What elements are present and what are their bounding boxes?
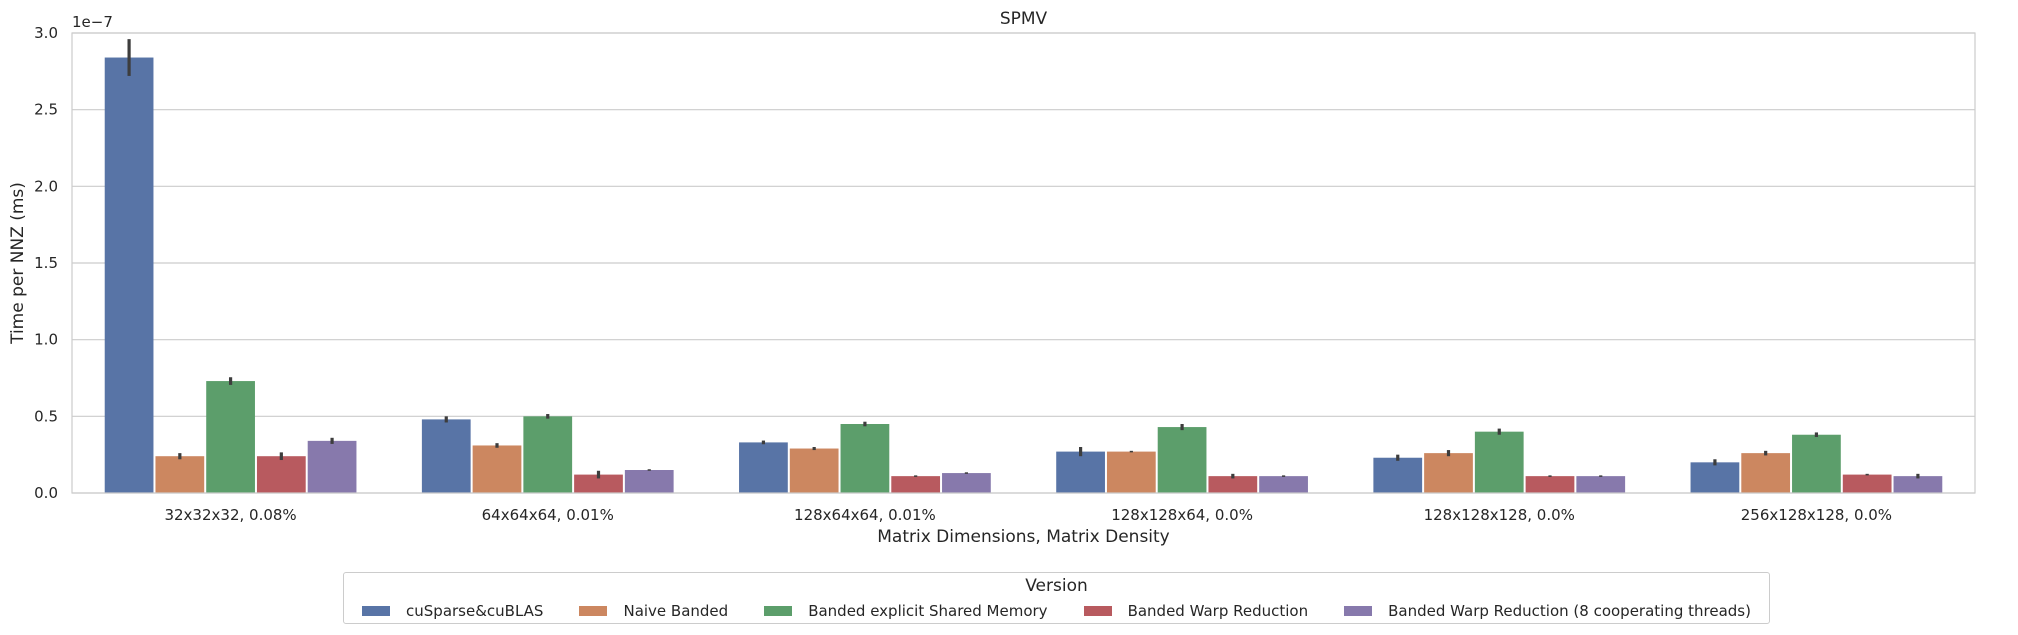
x-axis-label: Matrix Dimensions, Matrix Density <box>877 527 1170 547</box>
bar <box>1259 476 1308 493</box>
bar <box>574 474 623 493</box>
legend-item: cuSparse&cuBLAS <box>362 602 543 620</box>
legend-item: Banded Warp Reduction (8 cooperating thr… <box>1344 602 1751 620</box>
legend-swatch <box>1344 606 1373 616</box>
bar <box>206 381 255 493</box>
bar <box>739 442 788 493</box>
bar <box>1056 451 1105 493</box>
y-tick-label: 2.5 <box>34 101 58 119</box>
x-tick-label: 64x64x64, 0.01% <box>482 506 614 524</box>
bar <box>1576 476 1626 493</box>
legend: Version cuSparse&cuBLAS Naive Banded Bande… <box>343 572 1770 624</box>
bar <box>1106 451 1156 493</box>
legend-title: Version <box>1025 576 1088 596</box>
legend-items: cuSparse&cuBLAS Naive Banded Banded explic… <box>344 602 1769 620</box>
bar <box>1208 476 1258 493</box>
bar <box>523 416 573 493</box>
x-tick-label: 256x128x128, 0.0% <box>1741 506 1892 524</box>
bar <box>421 419 471 493</box>
y-tick-label: 1.0 <box>34 331 58 349</box>
bar <box>891 476 941 493</box>
bar <box>1424 453 1473 493</box>
x-tick-label: 128x128x64, 0.0% <box>1111 506 1253 524</box>
x-tick-label: 128x64x64, 0.01% <box>794 506 936 524</box>
x-tick-label: 128x128x128, 0.0% <box>1424 506 1575 524</box>
error-bars <box>127 39 1920 479</box>
y-tick-label: 1.5 <box>34 254 58 272</box>
y-tick-label: 0.0 <box>34 484 58 502</box>
legend-label: Banded explicit Shared Memory <box>808 602 1048 620</box>
bar <box>789 448 839 493</box>
bar <box>1525 476 1575 493</box>
legend-swatch <box>579 606 608 616</box>
y-tick-label: 3.0 <box>34 24 58 42</box>
legend-label: Banded Warp Reduction (8 cooperating thr… <box>1388 602 1751 620</box>
grid-lines <box>72 32 1975 494</box>
legend-label: Naive Banded <box>623 602 729 620</box>
bar <box>1157 427 1207 493</box>
legend-swatch <box>362 606 391 616</box>
bar <box>307 440 357 493</box>
legend-item: Banded Warp Reduction <box>1083 602 1309 620</box>
bar <box>1373 457 1423 493</box>
y-tick-label: 0.5 <box>34 407 58 425</box>
legend-label: Banded Warp Reduction <box>1127 602 1309 620</box>
legend-item: Naive Banded <box>579 602 728 620</box>
bars <box>104 57 1943 494</box>
y-tick-label: 2.0 <box>34 177 58 195</box>
bar <box>472 445 522 493</box>
legend-swatch <box>764 606 793 616</box>
x-tick-label: 32x32x32, 0.08% <box>164 506 296 524</box>
y-tick-labels: 0.0 0.5 1.0 1.5 2.0 2.5 3.0 <box>34 24 58 502</box>
bar <box>1792 434 1841 493</box>
x-tick-labels: 32x32x32, 0.08% 64x64x64, 0.01% 128x64x64,… <box>164 506 1892 524</box>
bar <box>840 424 890 493</box>
bar <box>155 456 205 493</box>
chart-title: SPMV <box>1000 9 1048 29</box>
bar <box>624 470 674 493</box>
bar <box>1842 474 1892 493</box>
bar <box>1690 462 1740 493</box>
y-axis-label: Time per NNZ (ms) <box>8 182 28 345</box>
bar <box>1893 476 1943 493</box>
y-scale-label: 1e−7 <box>72 13 113 31</box>
legend-label: cuSparse&cuBLAS <box>406 602 544 620</box>
bar <box>1474 431 1524 493</box>
legend-item: Banded explicit Shared Memory <box>764 602 1048 620</box>
bar <box>942 473 991 493</box>
bar <box>256 456 306 493</box>
bar <box>1741 453 1791 493</box>
plot-frame <box>71 32 1976 494</box>
legend-swatch <box>1083 606 1112 616</box>
bar <box>104 57 154 494</box>
